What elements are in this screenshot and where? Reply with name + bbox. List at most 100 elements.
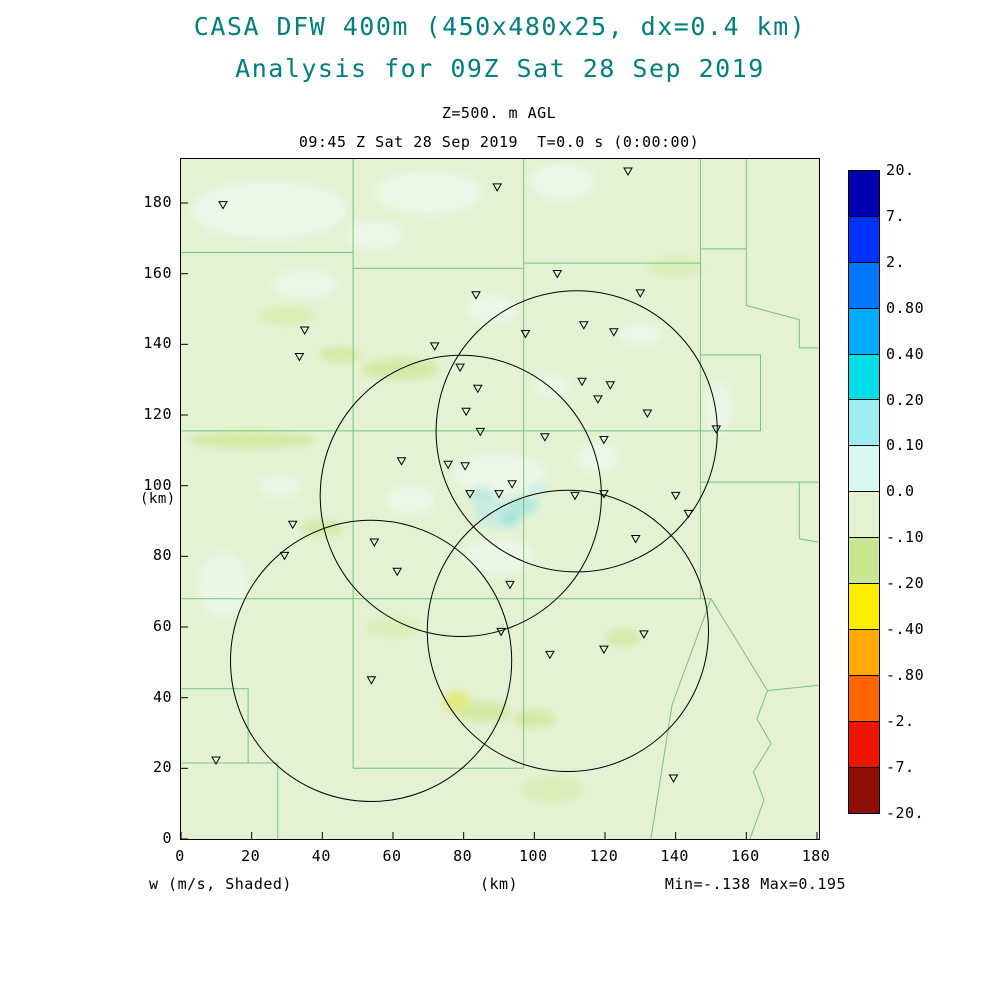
colorbar-cell [849, 629, 879, 676]
station-marker-icon [540, 433, 550, 442]
station-marker-icon [711, 425, 722, 434]
station-marker-icon [520, 329, 531, 339]
x-tick-label: 80 [453, 847, 473, 865]
station-marker-icon [599, 645, 609, 655]
station-marker-icon [287, 520, 298, 530]
station-marker-icon [507, 480, 517, 489]
colorbar-boundary-label: -.80 [886, 665, 925, 684]
x-tick-label: 20 [241, 847, 261, 865]
colorbar-cell [849, 538, 879, 585]
colorbar-cell [849, 767, 879, 814]
y-tick-label: 40 [152, 687, 172, 706]
y-tick-label: 80 [152, 546, 172, 565]
station-marker-icon [505, 580, 515, 590]
station-marker-icon [605, 381, 616, 390]
colorbar-cell [849, 492, 879, 539]
field-shading-blob [258, 475, 302, 497]
station-marker-icon [552, 269, 563, 279]
station-marker-icon [577, 377, 587, 387]
colorbar-cell [849, 446, 879, 493]
field-shading-blob [442, 691, 471, 712]
y-tick-label: 140 [143, 334, 172, 353]
station-marker-icon [211, 756, 221, 766]
colorbar-boundary-label: 20. [886, 161, 915, 179]
county-boundary-line [700, 354, 761, 431]
colorbar-cell [849, 171, 879, 217]
radar-range-ring [319, 354, 602, 637]
colorbar-boundary-label: -7. [886, 757, 915, 776]
county-boundary-line [181, 688, 249, 763]
x-tick-label: 180 [801, 847, 831, 865]
x-tick-label: 60 [382, 847, 402, 865]
level-label: Z=500. m AGL [441, 104, 557, 122]
station-marker-icon [492, 183, 503, 192]
y-axis-unit-label: (km) [140, 491, 176, 507]
field-shading-blob [500, 510, 519, 525]
x-axis-unit-label: (km) [479, 875, 519, 893]
station-marker-icon [683, 509, 694, 519]
station-marker-icon [623, 167, 633, 177]
field-shading-blob [364, 616, 422, 638]
station-marker-icon [465, 490, 475, 499]
valid-time-label: 09:45 Z Sat 28 Sep 2019 T=0.0 s (0:00:00… [298, 133, 700, 151]
station-marker-icon [471, 291, 481, 300]
radar-range-ring [426, 489, 709, 772]
station-marker-icon [460, 462, 470, 471]
station-marker-icon [578, 321, 589, 330]
station-marker-icon [461, 407, 471, 417]
field-shading-blob [453, 453, 545, 497]
field-shading-blob [576, 443, 620, 472]
minmax-label: Min=-.138 Max=0.195 [664, 875, 846, 893]
station-marker-icon [279, 551, 290, 561]
station-marker-icon [494, 490, 504, 499]
station-marker-icon [396, 457, 407, 466]
county-boundary-line [749, 690, 772, 839]
field-shading-blob [301, 519, 344, 537]
colorbar-cell [849, 400, 879, 447]
colorbar-boundary-label: -.20 [886, 574, 925, 593]
county-boundary-line [745, 159, 819, 349]
map-canvas [181, 159, 819, 839]
plot-title: CASA DFW 400m (450x480x25, dx=0.4 km) [193, 12, 807, 41]
field-name-label: w (m/s, Shaded) [149, 875, 292, 893]
colorbar-boundary-label: 0.20 [886, 390, 925, 409]
field-shading-blob [386, 485, 436, 514]
y-tick-label: 20 [152, 758, 172, 777]
y-tick-label: 160 [143, 263, 172, 282]
field-shading-blob [375, 171, 482, 214]
colorbar-cell [849, 308, 879, 355]
colorbar-cell [849, 262, 879, 309]
station-marker-icon [608, 328, 619, 337]
field-shading-blob [258, 307, 316, 325]
field-shading-blob [188, 430, 316, 449]
field-shading-blob [467, 294, 517, 324]
colorbar-boundary-label: 0.40 [886, 344, 925, 363]
colorbar-cell [849, 216, 879, 263]
colorbar-boundary-label: -20. [886, 803, 925, 822]
colorbar-boundary-label: 0.10 [886, 436, 925, 455]
field-shading-blob [619, 323, 662, 345]
field-shading-blob [704, 383, 733, 433]
field-shading-blob [605, 628, 641, 647]
colorbar-boundary-label: 7. [886, 206, 906, 225]
field-shading-blob [318, 347, 362, 362]
field-shading-blob [347, 220, 404, 249]
colorbar-boundary-label: -.10 [886, 528, 925, 547]
county-boundary-line [181, 762, 279, 839]
x-tick-label: 160 [731, 847, 760, 865]
county-boundary-line [798, 482, 819, 543]
x-tick-label: 0 [175, 847, 185, 865]
field-shading-blob [468, 487, 494, 506]
station-marker-icon [472, 384, 483, 394]
x-tick-label: 40 [311, 847, 331, 865]
station-marker-icon [670, 491, 681, 501]
y-axis-tick-labels: 0 20 40 60 80 100 120 140 160 180 [114, 158, 172, 847]
station-marker-icon [443, 460, 453, 470]
station-marker-icon [639, 630, 649, 639]
colorbar-boundary-label: 0.80 [886, 298, 925, 317]
field-shading-blob [647, 256, 704, 278]
x-tick-label: 100 [519, 847, 548, 865]
colorbar-cell [849, 354, 879, 401]
colorbar-boundary-label: -.40 [886, 620, 925, 638]
